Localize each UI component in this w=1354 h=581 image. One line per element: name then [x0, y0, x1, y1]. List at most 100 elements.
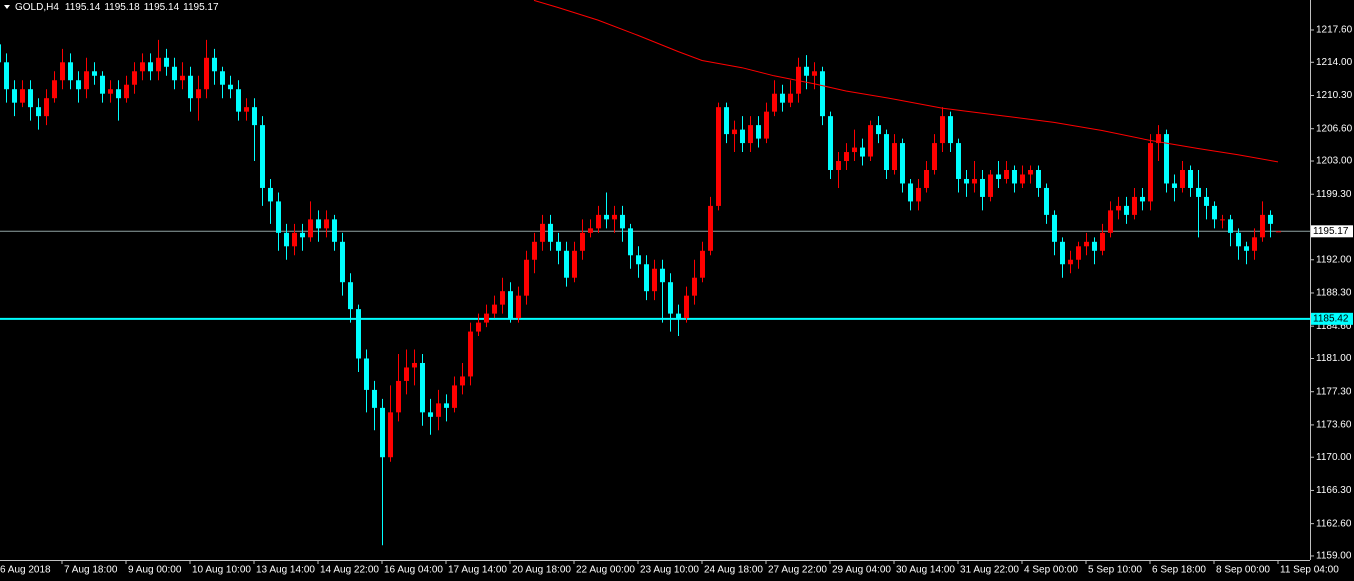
candle-body	[236, 89, 241, 112]
candle-body	[740, 129, 745, 144]
candle-body	[12, 89, 17, 103]
candle-body	[620, 214, 625, 229]
candle-body	[884, 134, 889, 171]
candle-body	[252, 107, 257, 126]
candle-body	[812, 71, 817, 76]
candle-body	[148, 62, 153, 72]
candle-body	[892, 143, 897, 171]
candle-body	[132, 71, 137, 85]
candle-body	[492, 304, 497, 314]
x-tick-label: 10 Aug 10:00	[192, 565, 251, 576]
candle-body	[1244, 246, 1249, 251]
candle-body	[716, 107, 721, 206]
y-tick-label: 1166.30	[1316, 485, 1352, 496]
candle-body	[396, 380, 401, 413]
y-tick-label: 1170.00	[1316, 452, 1352, 463]
x-tick-label: 30 Aug 14:00	[896, 565, 955, 576]
candle-body	[476, 322, 481, 332]
candle-body	[1172, 183, 1177, 188]
candle-body	[700, 250, 705, 278]
candle-body	[676, 313, 681, 319]
candle-body	[0, 44, 1, 63]
candle-body	[692, 277, 697, 296]
candle-body	[788, 93, 793, 103]
y-tick-label: 1184.60	[1316, 321, 1352, 332]
candle-body	[1100, 232, 1105, 251]
candle-body	[188, 75, 193, 99]
x-tick-label: 13 Aug 14:00	[256, 565, 315, 576]
y-tick-label: 1177.30	[1316, 386, 1352, 397]
x-tick-label: 14 Aug 22:00	[320, 565, 379, 576]
candle-body	[1092, 241, 1097, 251]
candle-body	[404, 367, 409, 381]
candle-body	[596, 214, 601, 229]
candle-body	[972, 178, 977, 184]
candle-body	[564, 250, 569, 278]
bid-label-box	[1311, 225, 1353, 238]
x-tick-label: 5 Sep 10:00	[1088, 565, 1142, 576]
candle-body	[68, 62, 73, 81]
candle-body	[764, 111, 769, 139]
candle-body	[1076, 246, 1081, 260]
candle-body	[284, 232, 289, 247]
candle-body	[204, 57, 209, 90]
candle-body	[1220, 219, 1225, 221]
candle-body	[748, 125, 753, 144]
candle-body	[668, 282, 673, 314]
candle-body	[228, 84, 233, 90]
y-tick-label: 1206.60	[1316, 123, 1353, 134]
high-price: 1195.18	[104, 2, 140, 13]
y-tick-label: 1203.00	[1316, 156, 1353, 167]
candle-body	[212, 57, 217, 72]
candle-body	[44, 98, 49, 117]
candle-body	[1260, 214, 1265, 238]
candle-body	[836, 161, 841, 171]
candle-body	[1276, 231, 1281, 233]
candle-body	[964, 178, 969, 184]
candle-body	[36, 107, 41, 117]
bid-label: 1195.17	[1313, 226, 1349, 237]
candle-body	[1052, 214, 1057, 242]
candle-body	[1084, 241, 1089, 247]
candle-body	[60, 62, 65, 81]
x-tick-label: 9 Aug 00:00	[128, 565, 182, 576]
candle-body	[844, 152, 849, 162]
menu-arrow[interactable]	[4, 5, 10, 9]
candle-body	[956, 143, 961, 179]
candle-body	[172, 66, 177, 81]
x-tick-label: 27 Aug 22:00	[768, 565, 827, 576]
candle-body	[516, 295, 521, 319]
candle-body	[276, 201, 281, 233]
plot-area	[0, 0, 1310, 546]
candle-body	[244, 107, 249, 112]
x-tick-label: 4 Sep 00:00	[1024, 565, 1078, 576]
x-tick-label: 31 Aug 22:00	[960, 565, 1019, 576]
candle-body	[124, 84, 129, 99]
candle-body	[4, 62, 9, 90]
candle-body	[484, 313, 489, 323]
candle-body	[1196, 187, 1201, 197]
candle-body	[1028, 170, 1033, 175]
candle-body	[20, 89, 25, 103]
x-tick-label: 23 Aug 10:00	[640, 565, 699, 576]
candle-body	[1204, 196, 1209, 206]
y-tick-label: 1173.60	[1316, 420, 1352, 431]
x-tick-label: 22 Aug 00:00	[576, 565, 635, 576]
candle-body	[412, 362, 417, 368]
x-tick-label: 16 Aug 04:00	[384, 565, 443, 576]
candle-body	[444, 403, 449, 408]
candle-body	[524, 259, 529, 296]
candle-body	[508, 291, 513, 319]
candle-body	[100, 75, 105, 94]
x-tick-label: 6 Sep 18:00	[1152, 565, 1206, 576]
candle-body	[324, 219, 329, 229]
candle-body	[1164, 134, 1169, 184]
x-tick-label: 7 Aug 18:00	[64, 565, 118, 576]
candle-body	[588, 228, 593, 233]
candle-body	[572, 250, 577, 278]
candle-body	[724, 107, 729, 135]
candle-body	[1116, 205, 1121, 211]
candle-body	[732, 129, 737, 135]
